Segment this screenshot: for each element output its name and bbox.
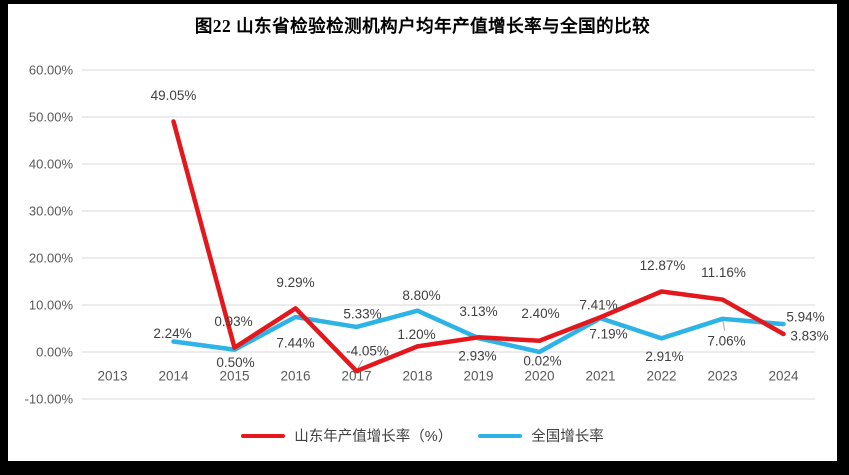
x-axis-tick-label: 2019 [463, 369, 493, 384]
data-label-shandong-2019: 3.13% [459, 304, 497, 319]
data-label-shandong-2023: 11.16% [701, 265, 746, 280]
legend-dash-blue-icon [478, 433, 523, 438]
data-label-national-2024: 5.94% [786, 310, 824, 325]
data-label-shandong-2018: 1.20% [397, 327, 435, 342]
data-label-national-2018: 8.80% [402, 288, 440, 303]
legend-dash-red-icon [241, 433, 286, 438]
data-label-national-2016: 7.44% [276, 336, 314, 351]
y-axis-tick-label: 60.00% [29, 63, 74, 78]
data-label-national-2015: 0.50% [216, 355, 254, 370]
data-label-national-2022: 2.91% [645, 349, 683, 364]
y-axis-tick-label: 20.00% [29, 251, 74, 266]
data-label-national-2019: 2.93% [458, 349, 496, 364]
x-axis-tick-label: 2017 [341, 369, 371, 384]
line-chart-plot: 60.00% 50.00% 40.00% 30.00% 20.00% 10.00% 0.00… [25, 63, 829, 407]
chart-legend: 山东年产值增长率（%） 全国增长率 [8, 425, 837, 446]
chart-canvas: 图22 山东省检验检测机构户均年产值增长率与全国的比较 60.00% 50.00%… [8, 4, 837, 461]
x-axis-tick-label: 2013 [97, 369, 127, 384]
data-label-shandong-2016: 9.29% [276, 275, 314, 290]
y-axis-tick-label: 40.00% [29, 157, 74, 172]
x-axis-tick-label: 2014 [158, 369, 189, 384]
y-axis-tick-label: 30.00% [29, 204, 74, 219]
data-label-shandong-2017: -4.05% [346, 344, 389, 359]
legend-label-shandong: 山东年产值增长率（%） [294, 429, 453, 445]
legend-label-national: 全国增长率 [531, 429, 604, 445]
data-label-national-2017: 5.33% [343, 306, 381, 321]
data-label-national-2014: 2.24% [153, 326, 191, 341]
data-label-shandong-2014: 49.05% [151, 88, 197, 103]
x-axis-tick-label: 2024 [768, 369, 799, 384]
data-label-shandong-2020: 2.40% [521, 306, 559, 321]
data-label-shandong-2024: 3.83% [790, 328, 828, 343]
chart-title: 图22 山东省检验检测机构户均年产值增长率与全国的比较 [194, 16, 651, 36]
x-axis-tick-label: 2016 [280, 369, 310, 384]
legend-item-shandong: 山东年产值增长率（%） [241, 425, 452, 446]
x-axis-tick-label: 2015 [219, 369, 249, 384]
data-label-shandong-2015: 0.93% [214, 314, 252, 329]
y-axis-tick-label: 10.00% [29, 298, 74, 313]
legend-item-national: 全国增长率 [478, 425, 604, 446]
data-label-leader-line [722, 320, 726, 332]
data-label-national-2021: 7.19% [589, 327, 627, 342]
data-label-shandong-2022: 12.87% [640, 258, 686, 273]
y-axis-tick-label: 0.00% [36, 345, 73, 360]
x-axis-tick-label: 2023 [707, 369, 737, 384]
y-axis-tick-label: -10.00% [25, 392, 74, 407]
data-label-leader-line [357, 359, 363, 370]
data-label-national-2023: 7.06% [707, 333, 745, 348]
x-axis-tick-label: 2021 [585, 369, 615, 384]
series-line-shandong [171, 119, 786, 374]
x-axis-tick-label: 2022 [646, 369, 676, 384]
data-label-national-2020: 0.02% [523, 353, 561, 368]
x-axis-tick-label: 2018 [402, 369, 432, 384]
x-axis-tick-label: 2020 [524, 369, 554, 384]
y-axis-tick-label: 50.00% [29, 110, 74, 125]
data-label-shandong-2021: 7.41% [579, 298, 617, 313]
